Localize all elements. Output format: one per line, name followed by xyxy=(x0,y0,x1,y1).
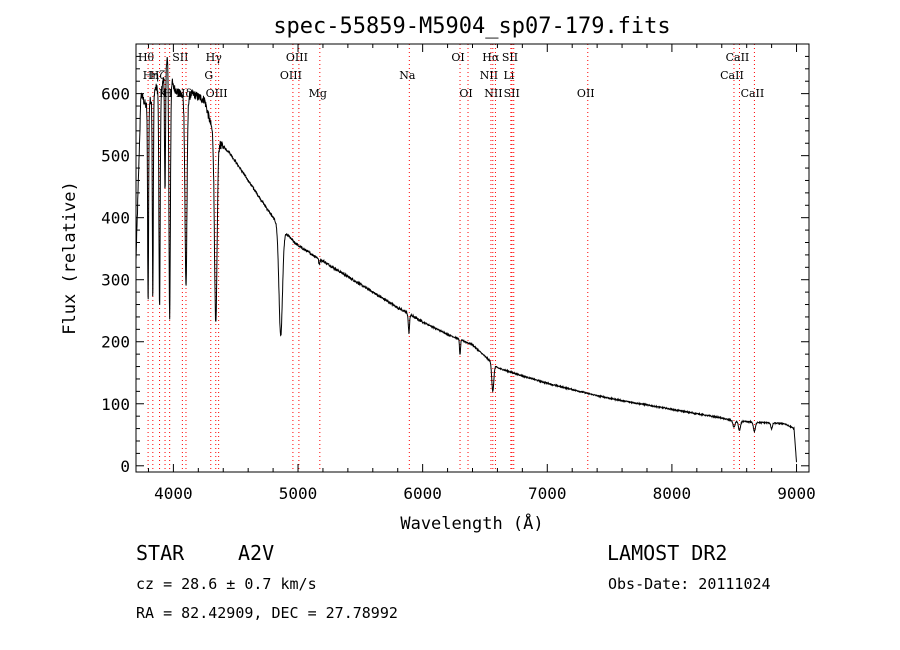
y-tick-label: 300 xyxy=(101,271,130,290)
line-marker-label: Hα xyxy=(482,51,500,64)
x-tick-label: 5000 xyxy=(279,484,318,503)
line-marker-label: K xyxy=(159,87,168,100)
line-marker-label: SII xyxy=(502,51,518,64)
line-marker-label: CaII xyxy=(741,87,765,100)
x-tick-label: 8000 xyxy=(653,484,692,503)
object-class: STAR xyxy=(136,541,185,565)
line-marker-label: OIII xyxy=(286,51,308,64)
obs-date: Obs-Date: 20111024 xyxy=(608,575,771,593)
line-marker-label: OII xyxy=(577,87,595,100)
y-tick-label: 500 xyxy=(101,147,130,166)
chart-title: spec-55859-M5904_sp07-179.fits xyxy=(273,14,670,39)
line-marker-label: OIII xyxy=(206,87,228,100)
x-tick-label: 4000 xyxy=(154,484,193,503)
line-marker-label: CaII xyxy=(726,51,750,64)
line-marker-label: SII xyxy=(172,51,188,64)
line-marker-label: G xyxy=(204,69,213,82)
spectral-subclass: A2V xyxy=(238,541,275,565)
spectrum-line xyxy=(135,57,797,463)
spectrum-layer xyxy=(135,57,797,463)
line-marker-label: Hγ xyxy=(206,51,223,64)
line-marker-label: NII xyxy=(480,69,498,82)
line-marker-label: Li xyxy=(503,69,514,82)
line-marker-label: SII xyxy=(504,87,520,100)
y-tick-label: 100 xyxy=(101,395,130,414)
x-tick-label: 9000 xyxy=(777,484,816,503)
line-marker-label: Hζ xyxy=(150,69,166,82)
redshift-cz: cz = 28.6 ± 0.7 km/s xyxy=(136,575,317,593)
line-marker-label: OI xyxy=(459,87,472,100)
line-marker-label: OI xyxy=(451,51,464,64)
y-tick-label: 600 xyxy=(101,85,130,104)
x-tick-label: 6000 xyxy=(403,484,442,503)
y-tick-label: 0 xyxy=(120,457,130,476)
x-tick-label: 7000 xyxy=(528,484,567,503)
plot-frame xyxy=(135,43,810,473)
coordinates: RA = 82.42909, DEC = 27.78992 xyxy=(136,604,398,622)
line-marker-label: Hη xyxy=(143,69,159,82)
survey-name: LAMOST DR2 xyxy=(607,541,728,565)
line-marker-label: H xyxy=(163,87,173,100)
y-tick-label: 400 xyxy=(101,209,130,228)
y-axis-label: Flux (relative) xyxy=(60,181,80,335)
axes: 4000 5000 6000 7000 8000 9000 0 100 200 300 400 500… xyxy=(101,44,816,503)
line-marker-label: Na xyxy=(399,69,416,82)
line-marker-label: OIII xyxy=(280,69,302,82)
line-markers: HθHηHζKHSIIHδGHγOIIIOIIIOIIIMgNaOIOINIIH… xyxy=(138,44,764,472)
x-axis-label: Wavelength (Å) xyxy=(400,512,543,534)
line-marker-label: CaII xyxy=(720,69,744,82)
line-marker-label: Hθ xyxy=(138,51,155,64)
line-marker-label: NII xyxy=(484,87,502,100)
line-marker-label: Mg xyxy=(309,87,327,100)
y-tick-label: 200 xyxy=(101,333,130,352)
